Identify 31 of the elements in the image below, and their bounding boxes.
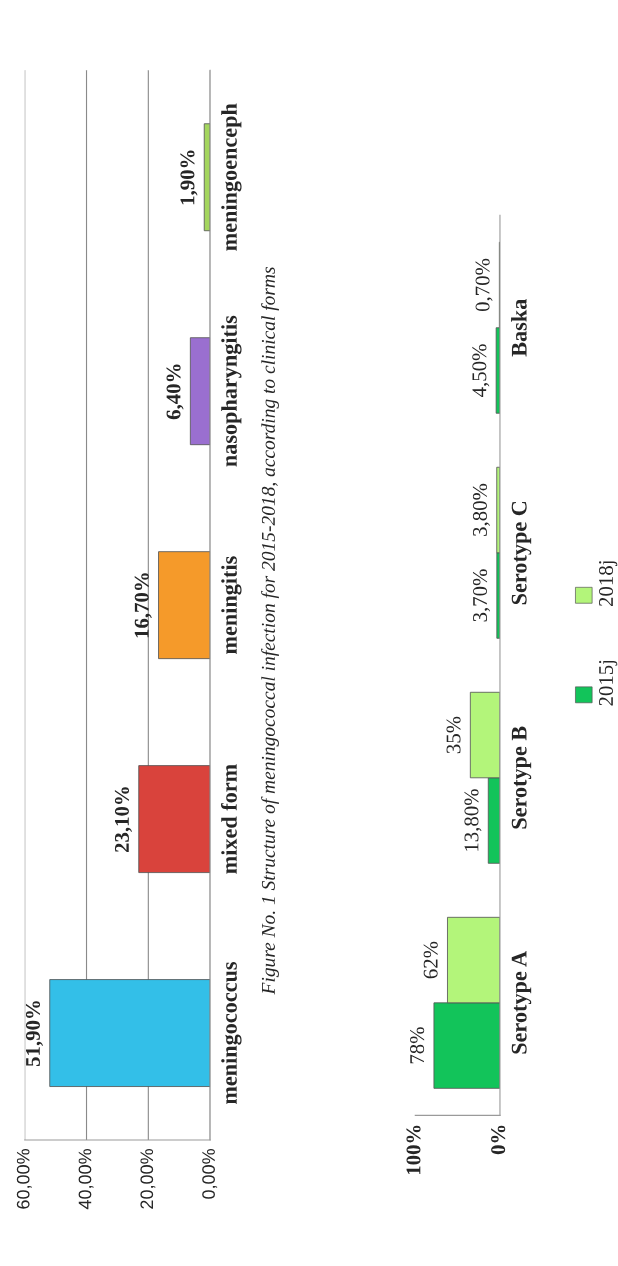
data-label: 51,90% bbox=[25, 1001, 43, 1067]
y-tick-label: Serotype B bbox=[511, 726, 532, 829]
data-label: 16,70% bbox=[134, 573, 152, 638]
y-tick-label: Serotype A bbox=[511, 951, 532, 1054]
y-tick-label: meningococcus bbox=[221, 962, 242, 1105]
data-label: 6,40% bbox=[166, 364, 184, 420]
data-label: 3,80% bbox=[472, 483, 490, 536]
x-tick-label: 20,00% bbox=[140, 1149, 156, 1209]
data-label: 4,50% bbox=[472, 344, 490, 397]
text: Figure No. 1 Structure of meningococcal infection for 2015-2018, according to clinical forms bbox=[261, 267, 279, 995]
y-tick-label: meningitis bbox=[221, 556, 242, 654]
y-tick-label: nasopharyngitis bbox=[221, 315, 242, 467]
y-tick-label: mixed form bbox=[221, 764, 237, 874]
legend-label: 2015j bbox=[598, 660, 618, 706]
data-label: 1,90% bbox=[180, 150, 198, 205]
data-label: 0,70% bbox=[475, 258, 493, 312]
legend-label: 2018j bbox=[598, 561, 618, 607]
y-tick-label: Serotype C bbox=[511, 501, 532, 605]
data-label: 23,10% bbox=[114, 787, 132, 853]
x-tick-label: 40,00% bbox=[78, 1149, 94, 1210]
y-tick-label: meningoenceph bbox=[221, 103, 242, 251]
x-tick-label: 100% bbox=[406, 1125, 421, 1175]
data-label: 78% bbox=[410, 1027, 425, 1064]
data-label: 3,70% bbox=[472, 569, 491, 622]
data-label: 13,80% bbox=[464, 789, 482, 851]
data-label: 62% bbox=[423, 941, 438, 979]
y-tick-label: Baska bbox=[511, 299, 527, 357]
x-tick-label: 0% bbox=[491, 1125, 506, 1155]
data-label: 35% bbox=[446, 716, 461, 754]
x-tick-label: 0,00% bbox=[202, 1149, 218, 1199]
x-tick-label: 60,00% bbox=[16, 1149, 32, 1209]
